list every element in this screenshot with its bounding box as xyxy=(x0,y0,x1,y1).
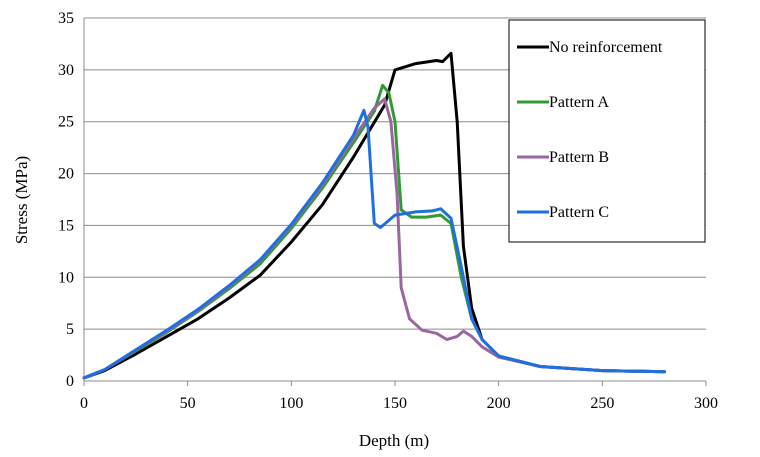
axes xyxy=(83,18,707,386)
y-tick-label: 10 xyxy=(58,269,74,286)
legend-box xyxy=(508,19,706,243)
x-tick-label: 0 xyxy=(80,395,88,412)
series-line-4 xyxy=(82,108,666,380)
legend: No reinforcement Pattern A Pattern B Patter… xyxy=(508,19,706,243)
x-tick-labels: 0 50 100 150 200 250 300 xyxy=(80,395,718,412)
x-tick-label: 250 xyxy=(590,395,614,412)
y-tick-label: 0 xyxy=(66,373,74,390)
x-axis-label: Depth (m) xyxy=(359,431,429,450)
y-axis-label: Stress (MPa) xyxy=(12,156,31,244)
x-tick-label: 100 xyxy=(279,395,303,412)
series-lines xyxy=(82,51,666,380)
legend-label-2: Pattern A xyxy=(549,94,609,111)
y-tick-labels: 0 5 10 15 20 25 30 35 xyxy=(58,10,74,390)
y-tick-label: 30 xyxy=(58,62,74,79)
legend-label-3: Pattern B xyxy=(549,149,609,166)
x-tick-label: 50 xyxy=(180,395,196,412)
x-tick-label: 200 xyxy=(487,395,511,412)
y-tick-label: 15 xyxy=(58,217,74,234)
y-tick-label: 35 xyxy=(58,10,74,27)
y-tick-label: 5 xyxy=(66,321,74,338)
legend-label-4: Pattern C xyxy=(549,204,609,221)
y-tick-label: 25 xyxy=(58,114,74,131)
legend-label-1: No reinforcement xyxy=(549,39,663,56)
x-tick-label: 150 xyxy=(383,395,407,412)
x-tick-label: 300 xyxy=(694,395,718,412)
y-tick-label: 20 xyxy=(58,166,74,183)
